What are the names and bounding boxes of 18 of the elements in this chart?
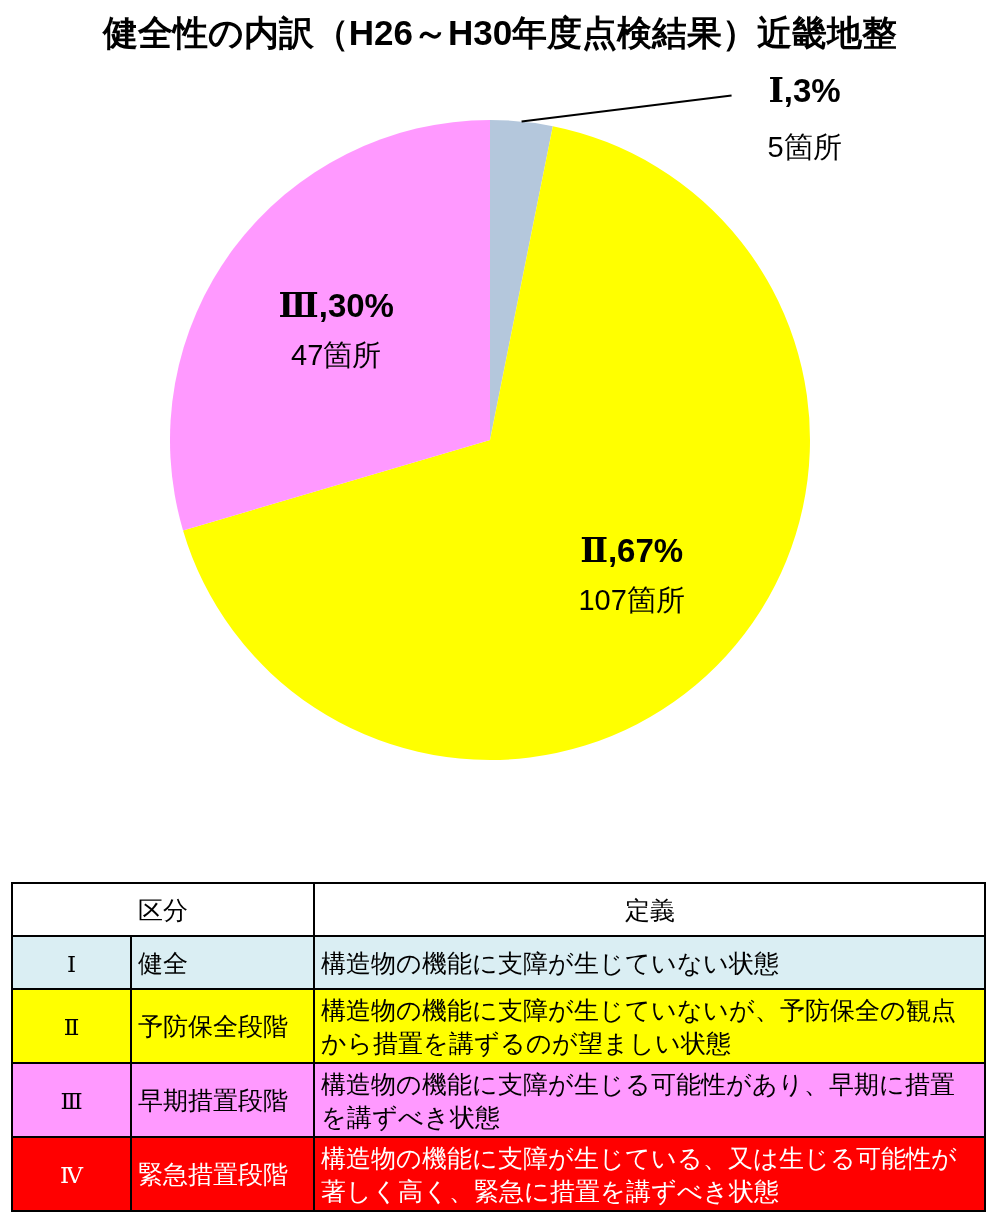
text: 構造物の機能に支障が生じる可能性があり、早期に措置を講ずべき状態 [321,1069,955,1132]
text: Ⅰ [66,950,77,977]
text: 構造物の機能に支障が生じている、又は生じる可能性が著しく高く、緊急に措置を講ずべき状態 [321,1143,957,1206]
chart-title: 健全性の内訳（H26～H30年度点検結果）近畿地整 [101,13,898,52]
slice-label: Ⅲ [278,286,319,326]
text: 区分 [138,895,188,924]
text: 早期措置段階 [138,1086,288,1114]
text: 構造物の機能に支障が生じていないが、予防保全の観点から措置を講ずるのが望ましい状態 [321,995,956,1058]
text: 緊急措置段階 [138,1160,288,1188]
slice-label: Ⅱ [580,530,608,570]
text: Ⅱ [63,1014,80,1040]
text: Ⅲ [60,1088,83,1114]
text: 定義 [624,895,675,924]
text: 予防保全段階 [138,1012,288,1040]
text: 健全 [138,948,188,977]
text: Ⅳ [60,1162,85,1188]
slice-label: Ⅰ [768,70,784,110]
text: 構造物の機能に支障が生じていない状態 [321,948,779,977]
